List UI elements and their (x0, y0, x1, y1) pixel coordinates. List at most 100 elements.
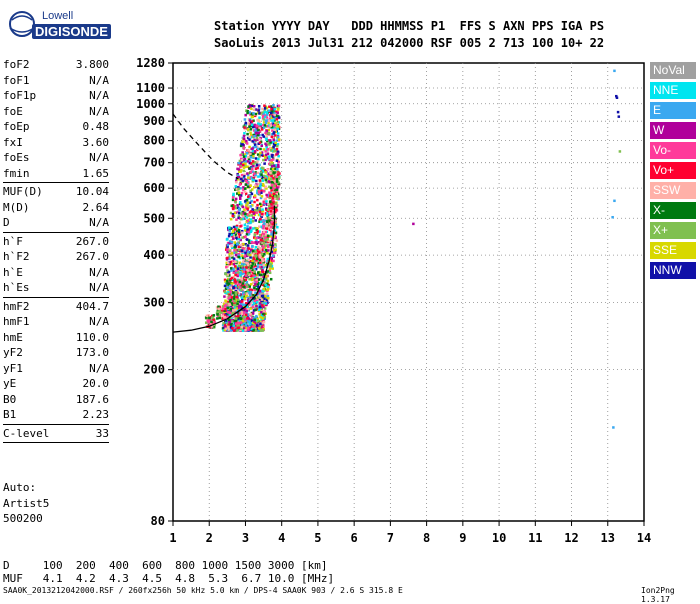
echo-pixel (247, 250, 250, 254)
scaled-parameters-panel: foF2 3.800 foF1 N/A foF1p N/A foE N/A foEp 0.48 fx… (3, 57, 109, 444)
echo-pixel (222, 322, 225, 325)
echo-pixel (267, 296, 270, 300)
digisonde-logo: Lowell DIGISONDE (4, 6, 124, 42)
echo-pixel (252, 293, 255, 297)
echo-pixel (258, 289, 262, 293)
echo-pixel (230, 238, 233, 242)
echo-pixel (258, 137, 261, 141)
echo-pixel (247, 232, 251, 235)
echo-pixel (268, 177, 271, 181)
param-name: fmin (3, 166, 30, 180)
echo-pixel (259, 322, 262, 325)
echo-pixel (245, 204, 248, 207)
echo-pixel (249, 205, 253, 208)
echo-pixel (246, 219, 250, 223)
echo-pixel (265, 193, 268, 197)
param-separator (3, 442, 109, 443)
echo-pixel (258, 282, 261, 285)
echo-pixel (242, 163, 245, 167)
trace-pixel (255, 259, 258, 262)
echo-pixel (251, 115, 255, 119)
echo-pixel (230, 246, 234, 250)
echo-pixel (242, 305, 246, 308)
echo-pixel (252, 129, 256, 132)
echo-pixel (270, 230, 273, 233)
echo-pixel (273, 107, 277, 111)
param-name: fxI (3, 135, 23, 149)
echo-pixel (223, 290, 227, 293)
echo-pixel (262, 184, 265, 188)
echo-pixel (234, 319, 238, 322)
echo-pixel (258, 134, 261, 137)
param-value: 2.23 (82, 408, 110, 421)
echo-pixel (260, 215, 264, 218)
echo-pixel (268, 146, 272, 150)
trace-pixel (266, 245, 270, 249)
echo-pixel (257, 191, 261, 194)
echo-pixel (246, 248, 249, 251)
echo-pixel (226, 328, 230, 332)
echo-pixel (231, 294, 235, 298)
echo-pixel (268, 105, 271, 109)
x-tick-label: 7 (387, 531, 394, 545)
echo-pixel (267, 132, 271, 135)
echo-pixel (249, 226, 252, 229)
echo-pixel (256, 284, 260, 287)
echo-pixel (258, 225, 261, 228)
echo-pixel (237, 292, 241, 296)
echo-pixel (256, 166, 259, 170)
echo-pixel (255, 236, 259, 239)
echo-pixel (235, 187, 239, 191)
echo-pixel (238, 170, 241, 174)
echo-pixel (257, 131, 260, 135)
echo-pixel (250, 188, 254, 191)
echo-pixel (252, 329, 255, 332)
echo-pixel (231, 281, 234, 285)
echo-pixel (264, 171, 267, 174)
echo-pixel (240, 262, 244, 266)
echo-pixel (240, 165, 243, 169)
echo-pixel (243, 297, 247, 300)
echo-pixel (230, 289, 233, 292)
echo-pixel (271, 105, 275, 109)
echo-pixel (252, 265, 255, 269)
echo-pixel (261, 317, 264, 320)
echo-pixel (239, 245, 242, 248)
trace-pixel (221, 314, 225, 318)
echo-pixel (277, 165, 280, 168)
echo-pixel (226, 312, 229, 316)
param-row: hmF2 404.7 (3, 299, 109, 315)
trace-pixel (273, 178, 276, 182)
echo-pixel (263, 246, 267, 249)
echo-pixel (271, 150, 275, 153)
echo-pixel (237, 314, 240, 318)
param-row: yE 20.0 (3, 376, 109, 392)
echo-pixel (264, 150, 267, 153)
echo-pixel (257, 324, 260, 327)
echo-pixel (242, 137, 246, 141)
legend-item: NoVal (650, 62, 696, 79)
echo-pixel (242, 242, 245, 246)
echo-pixel (251, 170, 255, 174)
param-row: B0 187.6 (3, 392, 109, 408)
echo-pixel (256, 171, 260, 175)
echo-pixel (264, 302, 268, 305)
param-row: MUF(D) 10.04 (3, 184, 109, 200)
trace-pixel (269, 171, 272, 174)
echo-pixel (254, 283, 257, 286)
trace-pixel (266, 244, 269, 247)
trace-pixel (206, 319, 210, 323)
param-row: foF1 N/A (3, 73, 109, 89)
param-row: fxI 3.60 (3, 135, 109, 151)
param-name: yE (3, 377, 17, 390)
trace-pixel (269, 177, 273, 181)
trace-pixel (271, 222, 274, 226)
echo-pixel (270, 259, 274, 262)
trace-pixel (270, 203, 273, 206)
param-value: N/A (89, 315, 109, 328)
trace-pixel (223, 317, 226, 321)
echo-pixel (237, 271, 240, 274)
echo-pixel (251, 179, 255, 183)
echo-pixel (234, 265, 237, 268)
echo-pixel (248, 285, 251, 288)
